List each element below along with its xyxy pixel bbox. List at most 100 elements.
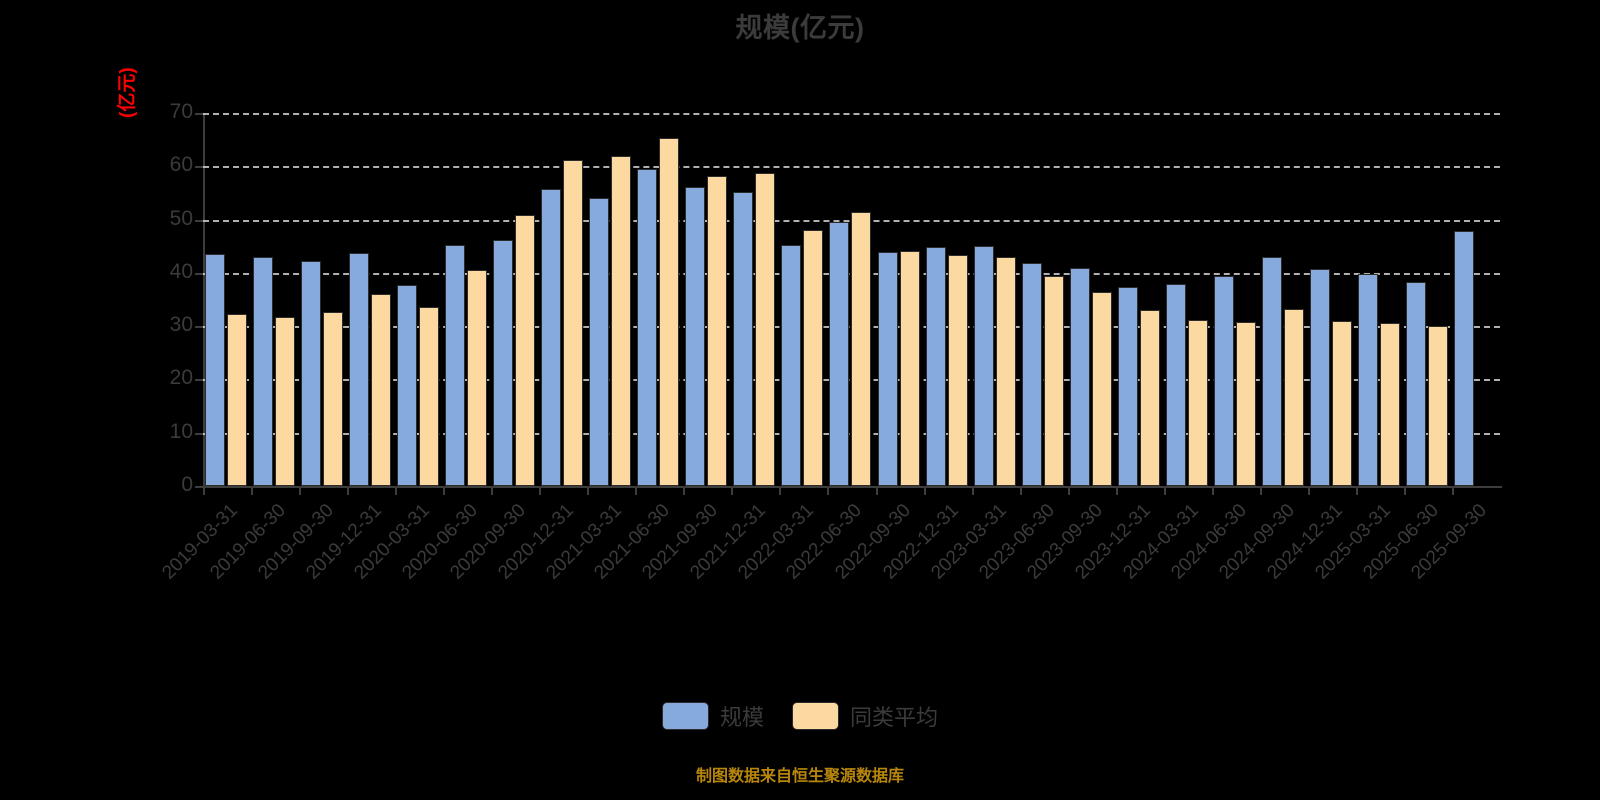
legend-item-average[interactable]: 同类平均	[792, 700, 938, 732]
bar-group	[1309, 113, 1358, 486]
bar-group	[253, 113, 301, 486]
bar-size[interactable]	[925, 247, 946, 486]
y-tick-label: 40	[169, 259, 193, 283]
x-tick-mark	[1019, 486, 1022, 495]
y-tick-label: 60	[169, 153, 193, 177]
bar-average[interactable]	[1139, 309, 1160, 486]
bar-average[interactable]	[515, 215, 536, 486]
bar-average[interactable]	[1331, 321, 1352, 486]
bar-size[interactable]	[397, 285, 418, 486]
bar-average[interactable]	[467, 269, 488, 486]
legend-swatch-average-icon	[792, 702, 839, 730]
x-tick-mark	[683, 486, 686, 495]
bar-average[interactable]	[803, 229, 824, 486]
bar-size[interactable]	[877, 251, 898, 486]
x-tick-mark	[1403, 486, 1406, 495]
x-tick-mark	[1211, 486, 1214, 495]
bar-size[interactable]	[205, 254, 225, 486]
bar-group	[1069, 113, 1118, 486]
y-tick-mark	[195, 379, 203, 382]
bar-average[interactable]	[563, 160, 584, 486]
bar-average[interactable]	[707, 175, 728, 486]
y-axis-line	[203, 113, 205, 488]
bar-group	[1261, 113, 1310, 486]
bar-size[interactable]	[445, 245, 466, 486]
bar-group	[301, 113, 349, 486]
y-tick-mark	[195, 432, 203, 435]
legend-swatch-size-icon	[661, 702, 709, 730]
x-tick-mark	[1067, 486, 1070, 495]
bar-average[interactable]	[851, 211, 872, 486]
bar-size[interactable]	[1069, 267, 1090, 486]
bar-average[interactable]	[995, 256, 1016, 486]
bar-average[interactable]	[659, 137, 680, 486]
legend-label-size: 规模	[719, 705, 764, 730]
bar-size[interactable]	[541, 189, 562, 486]
x-tick-mark	[251, 486, 254, 495]
bar-average[interactable]	[947, 254, 968, 486]
bar-average[interactable]	[755, 172, 776, 486]
bar-group	[589, 113, 637, 486]
bar-average[interactable]	[1235, 322, 1256, 486]
chart-title: 规模(亿元)	[735, 13, 865, 43]
bar-average[interactable]	[1379, 322, 1400, 486]
bar-size[interactable]	[973, 245, 994, 486]
chart-legend: 规模 同类平均	[0, 700, 1600, 732]
bar-size[interactable]	[1213, 275, 1234, 486]
bar-group	[685, 113, 733, 486]
bar-size[interactable]	[1453, 231, 1474, 486]
bar-group	[397, 113, 445, 486]
bar-size[interactable]	[829, 221, 850, 486]
bar-average[interactable]	[323, 311, 344, 486]
y-tick-label: 30	[169, 313, 193, 337]
bar-size[interactable]	[349, 253, 370, 486]
bar-size[interactable]	[301, 261, 322, 486]
bar-group	[1405, 113, 1454, 486]
bar-size[interactable]	[1405, 281, 1426, 486]
bar-average[interactable]	[419, 306, 440, 486]
bar-average[interactable]	[1187, 319, 1208, 486]
bar-average[interactable]	[227, 314, 247, 486]
x-tick-mark	[1163, 486, 1166, 495]
bar-group	[1117, 113, 1166, 486]
bar-size[interactable]	[1021, 262, 1042, 486]
bar-size[interactable]	[493, 239, 514, 486]
bar-average[interactable]	[611, 156, 632, 486]
bar-size[interactable]	[733, 192, 754, 486]
bar-average[interactable]	[1091, 292, 1112, 486]
legend-item-size[interactable]: 规模	[661, 700, 764, 732]
bar-group	[1165, 113, 1214, 486]
bar-group	[781, 113, 829, 486]
bar-size[interactable]	[1357, 274, 1378, 486]
gridline	[203, 113, 1500, 115]
bar-size[interactable]	[589, 197, 610, 486]
bar-size[interactable]	[1165, 283, 1186, 486]
y-tick-label: 0	[181, 473, 193, 496]
legend-label-average: 同类平均	[850, 705, 939, 730]
bar-group	[733, 113, 781, 486]
bar-average[interactable]	[275, 317, 296, 486]
y-tick-mark	[195, 219, 203, 222]
bar-average[interactable]	[371, 294, 392, 486]
x-tick-mark	[347, 486, 350, 495]
bar-average[interactable]	[1043, 275, 1064, 486]
chart-source-footer: 制图数据来自恒生聚源数据库	[695, 768, 904, 785]
y-tick-label: 70	[169, 100, 193, 123]
x-tick-mark	[971, 486, 974, 495]
bar-average[interactable]	[899, 251, 920, 486]
bar-size[interactable]	[685, 186, 706, 486]
bar-size[interactable]	[1261, 257, 1282, 486]
x-tick-mark	[587, 486, 590, 495]
bar-size[interactable]	[253, 257, 274, 486]
bar-size[interactable]	[781, 245, 802, 486]
bar-size[interactable]	[1309, 269, 1330, 486]
x-tick-mark	[491, 486, 494, 495]
bar-size[interactable]	[1117, 287, 1138, 486]
bar-group	[205, 113, 253, 486]
bar-average[interactable]	[1427, 325, 1448, 486]
bar-size[interactable]	[637, 169, 658, 486]
x-tick-mark	[1451, 486, 1454, 495]
bar-average[interactable]	[1283, 309, 1304, 486]
bar-group	[877, 113, 926, 486]
